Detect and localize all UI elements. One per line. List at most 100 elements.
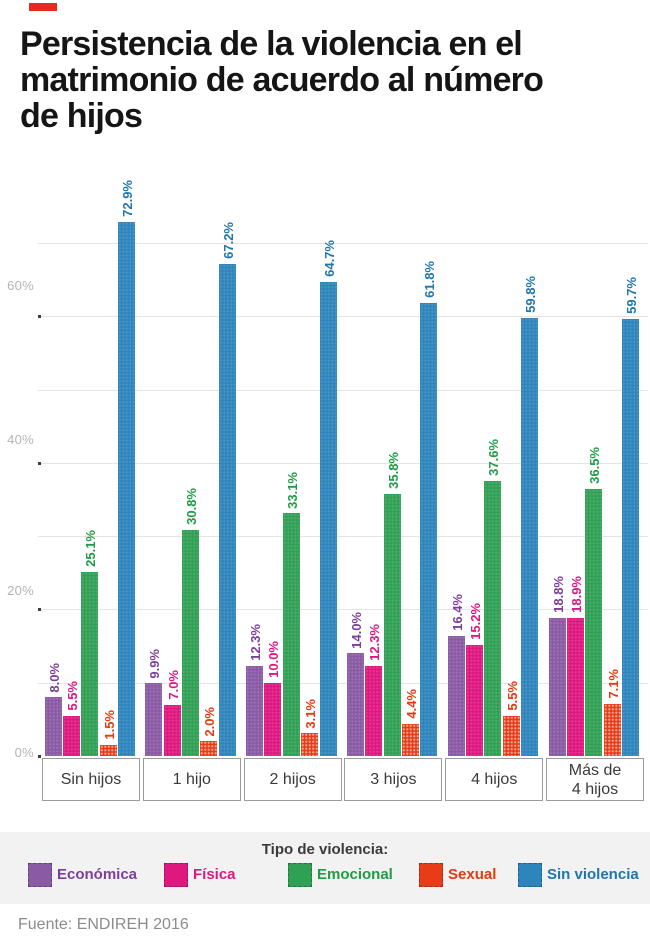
gridline-70: [38, 243, 648, 245]
legend-swatch-sin-violencia: [518, 863, 542, 887]
legend-swatch-emocional: [288, 863, 312, 887]
source-note: Fuente: ENDIREH 2016: [18, 916, 189, 933]
page-title: Persistencia de la violencia en el matri…: [20, 26, 640, 134]
bar-economica-1-hijo: [145, 683, 163, 756]
bar-emocional-3-hijos: [383, 493, 401, 757]
value-label-economica-4-hijos: 16.4%: [449, 593, 465, 631]
legend-swatch-economica: [28, 863, 52, 887]
gridline-50: [38, 389, 648, 391]
legend-label-economica: Económica: [57, 866, 138, 883]
value-label-sexual-sin-hijos: 1.5%: [101, 710, 117, 741]
value-label-economica-3-hijos: 14.0%: [348, 611, 364, 649]
bar-fisica-1-hijo: [163, 704, 181, 757]
value-label-fisica-2-hijos: 10.0%: [266, 640, 282, 678]
value-label-fisica-1-hijo: 7.0%: [165, 670, 181, 700]
page-title-line-3: de hijos: [20, 97, 143, 135]
category-label-line: 2 hijos: [269, 771, 316, 788]
bar-economica-2-hijos: [246, 665, 264, 757]
bar-fisica-sin-hijos: [62, 715, 80, 757]
bar-emocional-mas-de-4-hijos: [585, 488, 603, 757]
y-axis-tick-20: [38, 608, 41, 612]
bar-economica-3-hijos: [346, 653, 364, 756]
category-box-3-hijos: 3 hijos: [344, 758, 443, 801]
category-label-line: Sin hijos: [60, 771, 122, 788]
gridline-10: [38, 682, 648, 684]
legend-panel: Tipo de violencia: Económica Física Emocio…: [0, 832, 650, 904]
category-label-line: Más de: [568, 761, 622, 779]
value-label-sexual-2-hijos: 3.1%: [303, 698, 319, 729]
value-label-sin-violencia-4-hijos: 59.8%: [523, 275, 539, 313]
bar-emocional-1-hijo: [182, 530, 199, 756]
page-title-line-2: matrimonio de acuerdo al número: [20, 61, 544, 99]
y-axis-label-0: 0%: [14, 745, 34, 760]
bar-sexual-3-hijos: [401, 723, 419, 757]
legend-swatch-sexual: [419, 863, 443, 887]
gridline-60: [38, 316, 648, 318]
category-box-1-hijo: 1 hijo: [142, 758, 241, 801]
legend-title: Tipo de violencia:: [261, 841, 389, 858]
y-axis-tick-40: [38, 461, 41, 465]
legend-label-fisica: Física: [193, 866, 236, 883]
bar-economica-mas-de-4-hijos: [548, 618, 566, 756]
value-label-sin-violencia-mas-de-4-hijos: 59.7%: [623, 276, 639, 314]
gridline-30: [38, 536, 648, 538]
category-label-line: 3 hijos: [370, 771, 417, 788]
bar-sexual-1-hijo: [200, 741, 218, 756]
bar-sexual-sin-hijos: [99, 745, 117, 756]
bar-emocional-2-hijos: [282, 513, 300, 756]
y-axis-label-40: 40%: [7, 432, 34, 447]
value-label-fisica-3-hijos: 12.3%: [367, 624, 383, 661]
value-label-sin-violencia-2-hijos: 64.7%: [321, 240, 337, 277]
value-label-sexual-1-hijo: 2.0%: [202, 706, 218, 737]
value-label-economica-2-hijos: 12.3%: [248, 624, 264, 661]
category-box-2-hijos: 2 hijos: [243, 758, 342, 801]
category-label-line: 4 hijos: [471, 771, 518, 788]
y-axis-tick-0: [38, 755, 41, 758]
category-box-sin-hijos: Sin hijos: [42, 758, 140, 801]
bar-economica-4-hijos: [447, 635, 465, 757]
bar-sin-violencia-3-hijos: [420, 303, 438, 756]
bar-sin-violencia-1-hijo: [218, 263, 236, 757]
category-label-line: 1 hijo: [172, 771, 211, 788]
value-label-emocional-3-hijos: 35.8%: [385, 451, 401, 489]
value-label-sexual-mas-de-4-hijos: 7.1%: [605, 669, 621, 699]
value-label-fisica-sin-hijos: 5.5%: [64, 681, 80, 711]
legend-label-sin-violencia: Sin violencia: [547, 866, 639, 883]
category-label-line: 4 hijos: [571, 780, 619, 798]
bar-economica-sin-hijos: [44, 697, 62, 756]
bar-sexual-2-hijos: [301, 733, 319, 756]
value-label-emocional-4-hijos: 37.6%: [486, 438, 502, 476]
brand-accent-mark: [29, 3, 57, 11]
value-label-sin-violencia-3-hijos: 61.8%: [422, 261, 438, 299]
value-label-fisica-4-hijos: 15.2%: [468, 602, 484, 640]
value-label-sexual-3-hijos: 4.4%: [403, 689, 419, 719]
y-axis-label-60: 60%: [7, 278, 34, 293]
value-label-sexual-4-hijos: 5.5%: [504, 681, 520, 711]
value-label-emocional-sin-hijos: 25.1%: [83, 530, 99, 568]
bar-sin-violencia-mas-de-4-hijos: [621, 318, 639, 757]
bar-fisica-2-hijos: [264, 682, 282, 757]
bar-emocional-4-hijos: [484, 480, 502, 757]
gridline-20: [38, 609, 648, 611]
bar-fisica-mas-de-4-hijos: [566, 617, 584, 757]
bar-fisica-4-hijos: [466, 644, 484, 757]
value-label-economica-1-hijo: 9.9%: [147, 648, 163, 679]
bar-sexual-mas-de-4-hijos: [603, 703, 621, 757]
value-label-fisica-mas-de-4-hijos: 18.9%: [568, 575, 584, 613]
value-label-emocional-1-hijo: 30.8%: [184, 488, 199, 526]
bar-sin-violencia-2-hijos: [319, 281, 337, 757]
legend-label-emocional: Emocional: [317, 866, 393, 883]
bar-emocional-sin-hijos: [81, 572, 99, 756]
bar-sexual-4-hijos: [502, 715, 520, 757]
value-label-sin-violencia-sin-hijos: 72.9%: [119, 180, 135, 217]
legend-swatch-fisica: [164, 863, 188, 887]
value-label-emocional-2-hijos: 33.1%: [284, 471, 300, 509]
page-title-line-1: Persistencia de la violencia en el: [20, 25, 523, 63]
y-axis-label-20: 20%: [7, 583, 34, 598]
legend-label-sexual: Sexual: [448, 866, 497, 883]
bar-fisica-3-hijos: [365, 665, 383, 757]
gridline-40: [38, 462, 648, 464]
value-label-economica-sin-hijos: 8.0%: [46, 662, 62, 693]
